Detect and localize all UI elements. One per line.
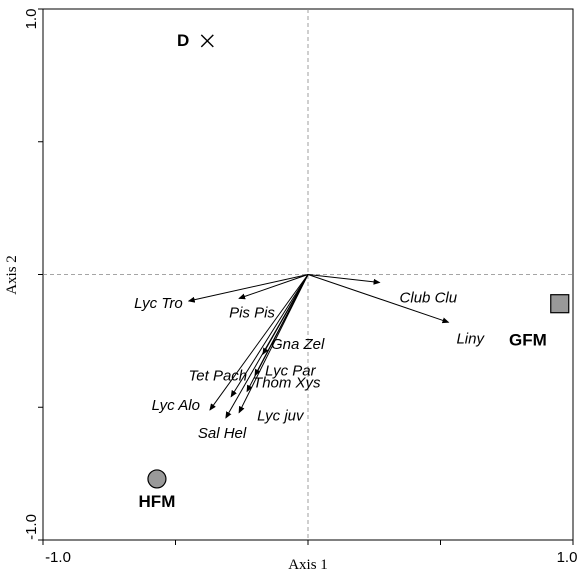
species-label: Thom Xys xyxy=(253,374,321,391)
species-label: Liny xyxy=(456,330,485,347)
site-label: D xyxy=(177,31,189,50)
x-axis-title: Axis 1 xyxy=(288,557,328,573)
species-label: Lyc Alo xyxy=(152,397,200,414)
site-label: GFM xyxy=(509,331,547,350)
species-vector xyxy=(238,274,309,414)
species-label: Lyc Par xyxy=(265,362,317,379)
species-vector xyxy=(238,274,309,300)
x-tick-label: -1.0 xyxy=(45,549,71,566)
y-axis-title: Axis 2 xyxy=(4,255,20,295)
species-vector xyxy=(307,274,450,324)
species-label: Gna Zel xyxy=(271,336,325,353)
site-marker-square xyxy=(550,294,570,314)
species-vector xyxy=(187,274,309,303)
axis-ticks xyxy=(38,8,574,545)
species-vector xyxy=(307,274,381,285)
species-vector xyxy=(225,274,309,419)
species-vector xyxy=(230,274,309,398)
species-label: Club Clu xyxy=(400,289,458,306)
site-markers: D GFM HFM xyxy=(139,31,570,511)
species-label: Lyc juv xyxy=(257,408,305,425)
species-label: Pis Pis xyxy=(229,304,275,321)
x-tick-label: 1.0 xyxy=(557,549,577,566)
species-vectors: Lyc Tro Pis Pis Club Clu Liny Gna Zel Lyc Par… xyxy=(134,274,485,442)
species-label: Lyc Tro xyxy=(134,295,183,312)
zero-lines xyxy=(43,9,573,540)
site-marker-cross xyxy=(200,34,214,48)
y-tick-label: 1.0 xyxy=(23,9,40,30)
y-tick-label: -1.0 xyxy=(23,514,40,540)
tick-labels: -1.0 1.0 1.0 -1.0 xyxy=(23,9,577,566)
site-label: HFM xyxy=(139,492,176,511)
species-label: Sal Hel xyxy=(198,425,247,442)
species-label: Tet Pach xyxy=(188,368,247,385)
site-marker-circle xyxy=(147,469,167,489)
species-vector xyxy=(209,274,309,411)
